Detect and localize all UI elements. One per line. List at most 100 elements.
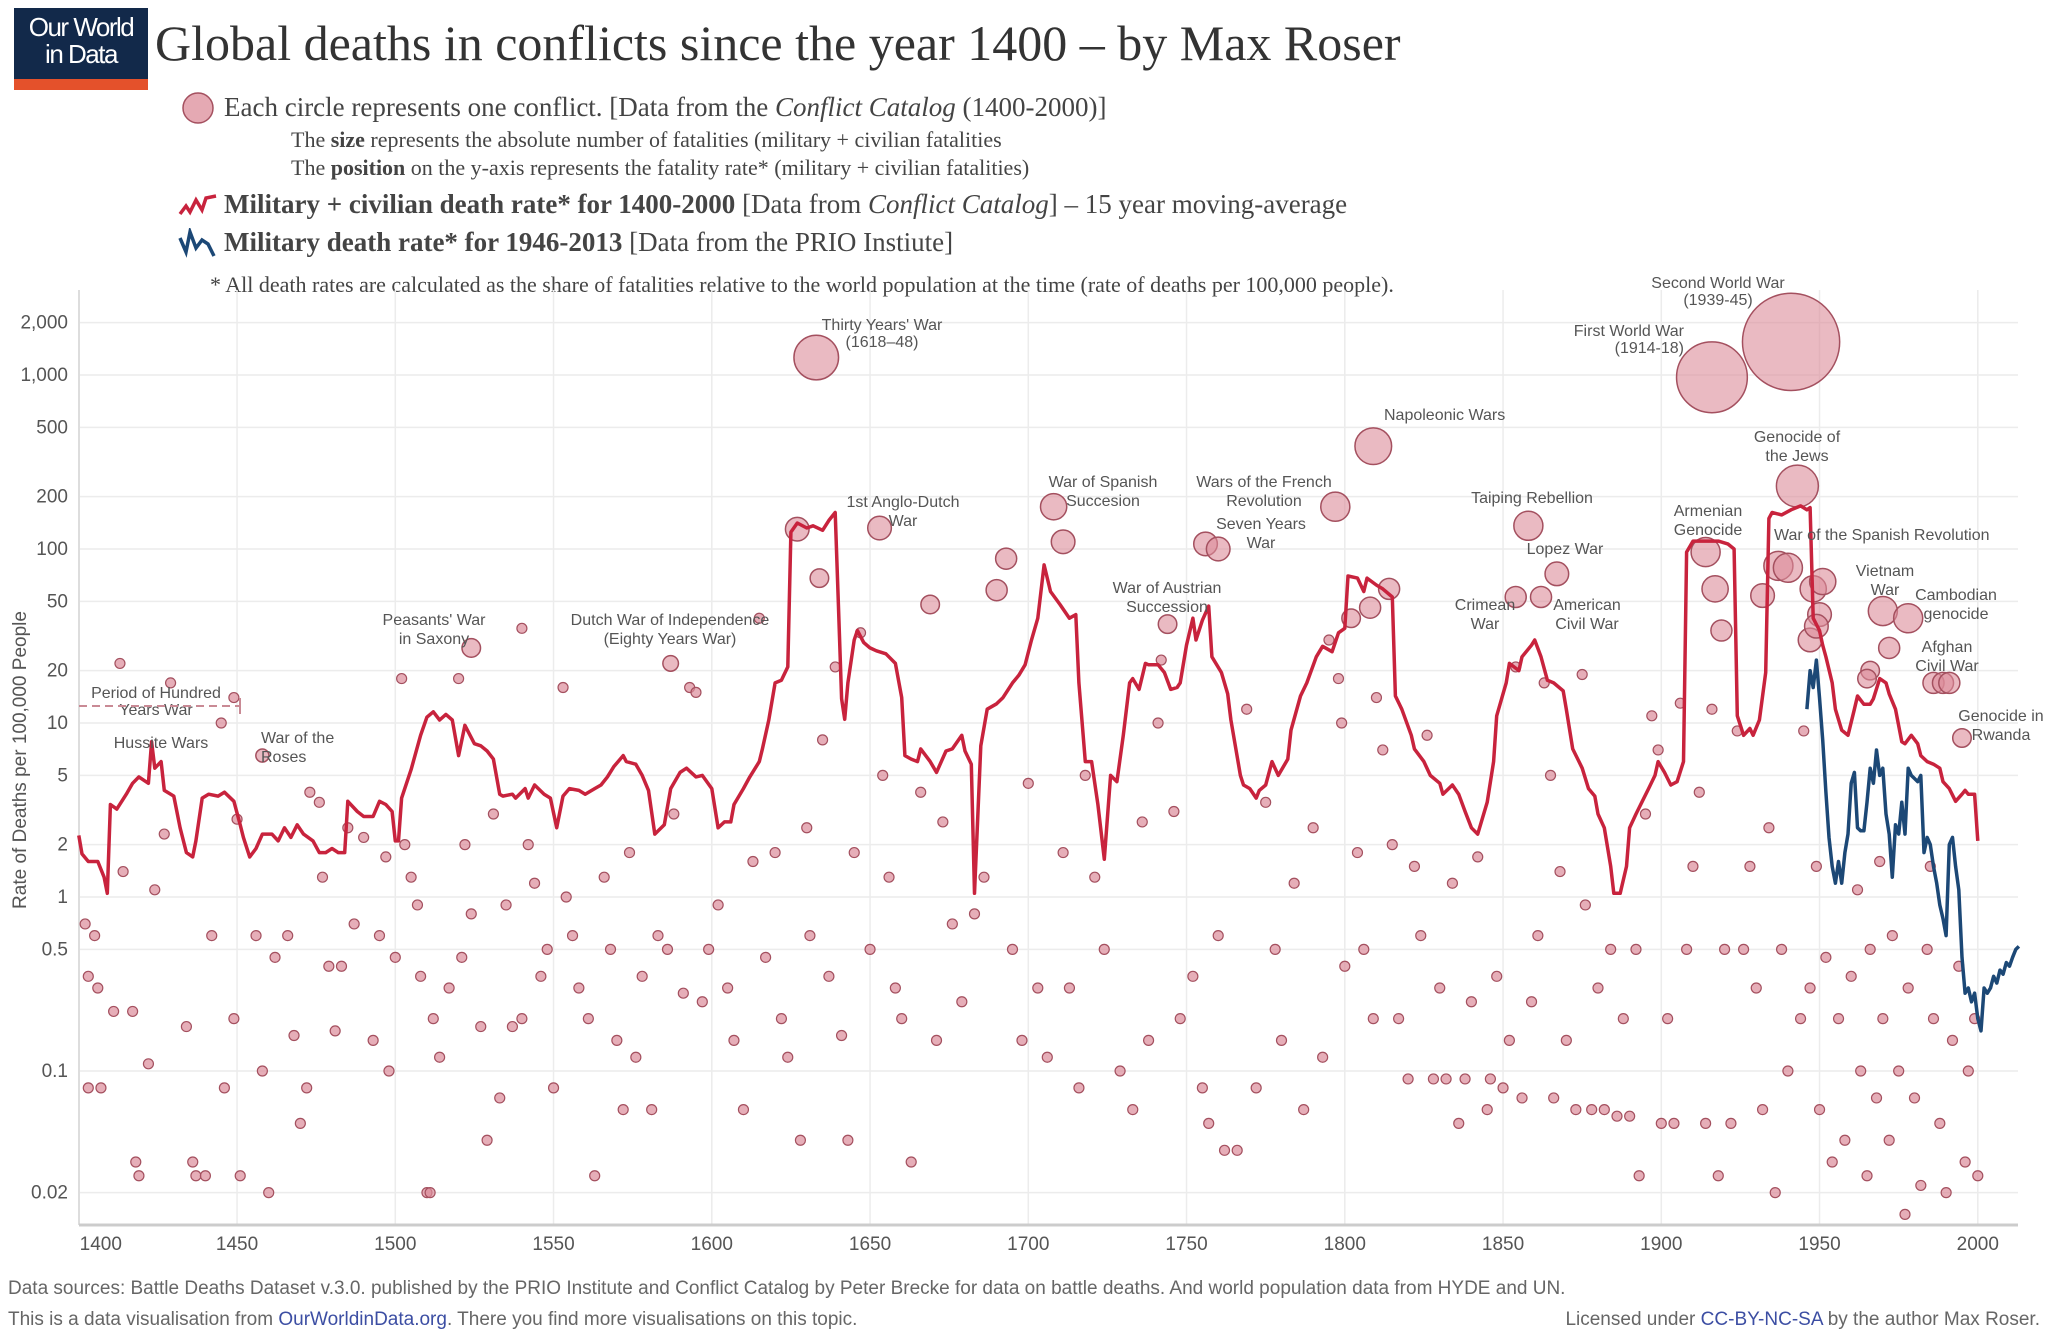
conflict-bubble: [920, 594, 941, 615]
conflict-point: [506, 1020, 519, 1033]
conflict-point: [794, 1134, 807, 1146]
conflict-point: [206, 930, 218, 942]
conflict-point: [424, 1187, 436, 1199]
conflict-bubble: [793, 334, 840, 381]
conflict-point: [456, 951, 468, 963]
conflict-point: [1570, 1104, 1582, 1116]
conflict-point: [187, 1156, 199, 1168]
annotation-label: Peasants' War: [383, 612, 487, 629]
annotation-label: Roses: [261, 749, 306, 766]
conflict-point: [883, 871, 895, 883]
conflict-point: [294, 1117, 306, 1129]
conflict-point: [164, 677, 177, 689]
conflict-point: [1592, 982, 1604, 994]
conflict-point: [1393, 1013, 1405, 1025]
conflict-point: [487, 808, 500, 820]
annotation-label: (1618–48): [846, 334, 919, 351]
conflict-point: [1127, 1104, 1139, 1116]
conflict-point: [1617, 1013, 1629, 1025]
conflict-point: [108, 1005, 120, 1018]
annotation-label: Armenian: [1674, 503, 1742, 520]
annotation-label: Succession: [1126, 599, 1208, 616]
conflict-point: [1370, 691, 1383, 704]
conflict-point: [1630, 943, 1642, 955]
annotation-label: Lopez War: [1527, 541, 1604, 558]
conflict-point: [1218, 1144, 1231, 1156]
license-link[interactable]: CC-BY-NC-SA: [1700, 1309, 1823, 1330]
conflict-point: [1079, 769, 1091, 781]
annotation-label: War: [1871, 582, 1900, 599]
y-tick-label: 20: [47, 661, 68, 682]
conflict-point: [304, 786, 316, 798]
conflict-point: [263, 1187, 275, 1199]
conflict-point: [1864, 943, 1876, 955]
conflict-bubble: [1504, 585, 1527, 609]
legend-text: [Data from the PRIO Instiute]: [622, 227, 954, 257]
conflict-point: [380, 851, 392, 863]
conflict-point: [373, 930, 386, 942]
conflict-bubble: [1741, 292, 1841, 392]
conflict-point: [1307, 822, 1319, 834]
conflict-point: [459, 839, 471, 851]
conflict-point: [1820, 951, 1832, 963]
conflict-point: [589, 1170, 601, 1182]
conflict-point: [1459, 1073, 1471, 1085]
conflict-point: [598, 871, 610, 883]
conflict-point: [1465, 996, 1478, 1008]
annotation-label: Rwanda: [1972, 727, 2031, 744]
conflict-point: [142, 1058, 155, 1070]
conflict-point: [396, 672, 408, 685]
legend-text: The: [291, 155, 331, 180]
conflict-point: [1832, 1013, 1845, 1025]
conflict-point: [775, 1013, 788, 1025]
conflict-bubble: [1857, 668, 1878, 689]
conflict-point: [1554, 865, 1566, 878]
y-axis-ticks: 2,000 1,000 500 200 100 50 20 10 5 2 1 0.5 0.1 0.02: [20, 313, 68, 1204]
conflict-point: [1902, 982, 1914, 994]
footnote: * All death rates are calculated as the …: [210, 272, 1394, 297]
conflict-point: [1440, 1073, 1452, 1085]
conflict-point: [1886, 930, 1898, 942]
legend-red-line-icon: [178, 194, 217, 216]
conflict-point: [1798, 725, 1810, 737]
conflict-point: [158, 828, 170, 840]
conflict-bubble: [1750, 582, 1776, 609]
conflict-point: [1136, 816, 1148, 828]
x-tick-label: 1600: [691, 1234, 733, 1255]
y-tick-label: 2: [57, 835, 68, 856]
conflict-point: [1269, 943, 1281, 955]
conflict-point: [1712, 1170, 1724, 1182]
conflict-point: [1744, 860, 1756, 872]
y-tick-label: 5: [57, 765, 68, 786]
conflict-point: [1851, 884, 1864, 896]
conflict-bubble: [1039, 492, 1068, 521]
legend-text: on the y-axis represents the fatality ra…: [405, 155, 1030, 180]
x-tick-label: 1550: [532, 1234, 574, 1255]
conflict-point: [1415, 930, 1427, 942]
legend-text: [Data from: [735, 189, 869, 219]
conflict-point: [1114, 1065, 1126, 1077]
conflict-point: [1187, 970, 1199, 982]
conflict-point: [611, 1034, 623, 1046]
annotation-label: War of Spanish: [1049, 474, 1158, 491]
conflict-point: [1605, 943, 1617, 955]
conflict-point: [877, 769, 889, 781]
conflict-point: [760, 951, 772, 963]
conflict-point: [269, 951, 281, 963]
conflict-point: [573, 982, 585, 994]
blue-line-series: [1805, 658, 2021, 1033]
annotation-label: Taiping Rebellion: [1471, 490, 1593, 507]
conflict-bubble: [1892, 602, 1924, 634]
conflict-point: [1073, 1082, 1085, 1094]
conflict-point: [1652, 744, 1664, 756]
owid-link[interactable]: OurWorldinData.org: [278, 1309, 447, 1330]
conflict-point: [316, 871, 329, 883]
footer-text: This is a data visualisation from: [8, 1309, 279, 1330]
legend-circle-icon: [182, 92, 214, 124]
license: Licensed under CC-BY-NC-SA by the author…: [1565, 1309, 2040, 1331]
conflict-point: [528, 877, 541, 889]
legend-text: ] – 15 year moving-average: [1048, 189, 1348, 219]
conflict-point: [703, 943, 715, 955]
conflict-bubble: [1701, 575, 1729, 603]
annotation-label: Napoleonic Wars: [1384, 407, 1505, 424]
